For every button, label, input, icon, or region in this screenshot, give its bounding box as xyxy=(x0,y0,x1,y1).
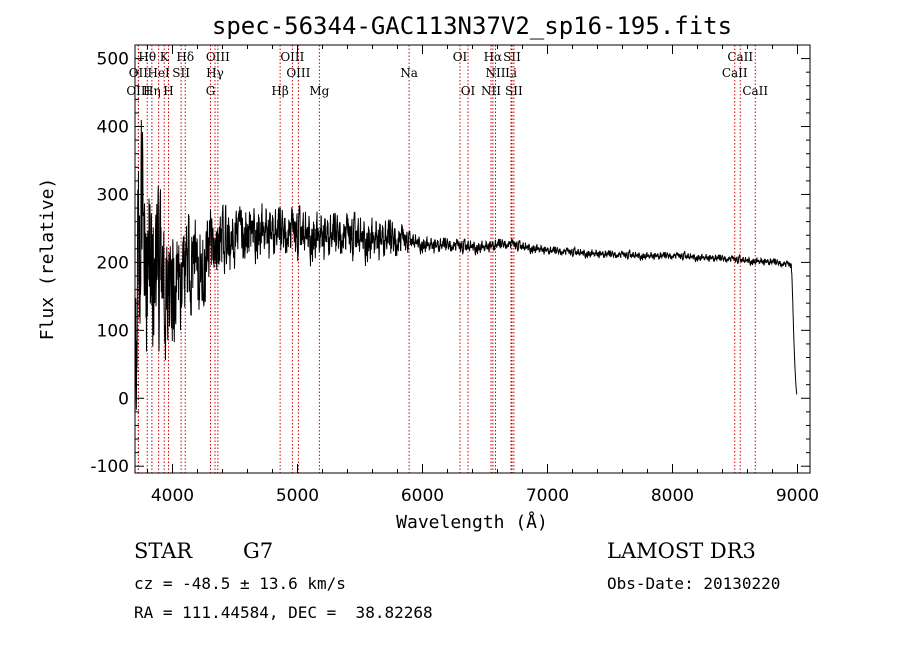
x-axis-label: Wavelength (Å) xyxy=(396,511,548,533)
x-tick-label: 5000 xyxy=(276,486,319,506)
spectral-line-label: SII xyxy=(505,84,523,98)
spectral-line-label: OIII xyxy=(126,84,150,98)
spectral-line-label: NII xyxy=(481,84,501,98)
spectral-line-label: SII xyxy=(503,50,521,64)
spectral-line-label: OI xyxy=(453,50,468,64)
spectral-line-label: NII xyxy=(486,66,506,80)
spectral-line-label: Mg xyxy=(309,84,329,98)
spectral-line-label: Hδ xyxy=(176,50,194,64)
spectral-line-label: OIII xyxy=(206,50,230,64)
spectral-line-label: SII xyxy=(172,66,190,80)
spectral-line-label: G xyxy=(206,84,216,98)
spectral-line-label: OI xyxy=(461,84,476,98)
spectral-line-label: HeI xyxy=(147,66,170,80)
spectral-line-label: CaII xyxy=(742,84,768,98)
spectral-line-label: Hγ xyxy=(206,66,224,80)
spectral-line-label: H xyxy=(163,84,173,98)
x-tick-label: 7000 xyxy=(526,486,569,506)
spectral-line-label: Hη xyxy=(143,84,161,98)
spectral-line-label: K xyxy=(160,50,170,64)
y-tick-label: 500 xyxy=(97,50,129,70)
spectral-line-label: Hβ xyxy=(271,84,288,98)
object-subclass: G7 xyxy=(243,539,274,563)
survey-name: LAMOST DR3 xyxy=(607,539,756,563)
spectral-line-label: CaII xyxy=(722,66,748,80)
x-tick-label: 4000 xyxy=(151,486,194,506)
spectral-line-label: Li xyxy=(505,66,517,80)
axis-ticks: 4000 5000 6000 7000 8000 9000 -100 0 100 200 300 40… xyxy=(90,45,819,506)
x-tick-label: 6000 xyxy=(401,486,444,506)
y-tick-label: 400 xyxy=(97,118,129,138)
spectral-line-label: Na xyxy=(400,66,418,80)
spectral-line-label: Hθ xyxy=(138,50,156,64)
y-axis-label: Flux (relative) xyxy=(37,178,58,341)
y-tick-label: 300 xyxy=(97,185,129,205)
x-tick-label: 8000 xyxy=(651,486,694,506)
spectral-line-label: OIII xyxy=(280,50,304,64)
y-tick-label: 100 xyxy=(97,321,129,341)
y-tick-label: 0 xyxy=(118,389,129,409)
spectral-line-label: Hα xyxy=(484,50,503,64)
chart-title: spec-56344-GAC113N37V2_sp16-195.fits xyxy=(212,12,732,40)
y-tick-label: 200 xyxy=(97,253,129,273)
spectral-line-label: CaII xyxy=(727,50,753,64)
sky-coordinates: RA = 111.44584, DEC = 38.82268 xyxy=(134,603,433,622)
y-tick-label: -100 xyxy=(90,457,129,477)
redshift-velocity: cz = -48.5 ± 13.6 km/s xyxy=(134,574,346,593)
x-tick-label: 9000 xyxy=(776,486,819,506)
flux-series-line xyxy=(134,119,798,410)
object-class: STAR xyxy=(134,539,193,563)
spectral-line-label: OIII xyxy=(286,66,310,80)
observation-date: Obs-Date: 20130220 xyxy=(607,574,781,593)
